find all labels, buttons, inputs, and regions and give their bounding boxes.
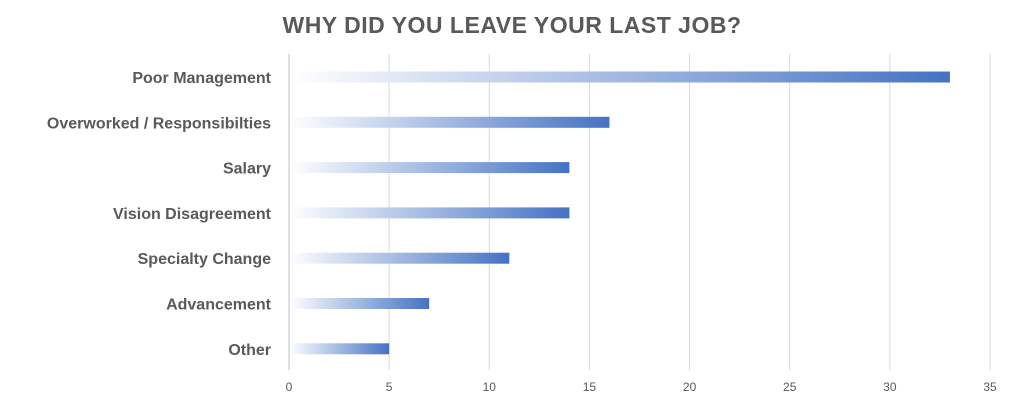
chart-title: WHY DID YOU LEAVE YOUR LAST JOB? (282, 12, 742, 38)
x-tick-label-15: 15 (583, 380, 597, 394)
bar-5 (289, 298, 430, 309)
x-tick-label-35: 35 (983, 380, 997, 394)
category-label-5: Advancement (166, 297, 272, 314)
category-label-2: Salary (223, 161, 271, 178)
bar-1 (289, 116, 610, 128)
x-tick-label-5: 5 (386, 380, 393, 394)
category-label-1: Overworked / Responsibilties (47, 115, 271, 132)
category-labels: Poor Management Overworked / Responsibilt… (47, 70, 272, 359)
bar-3 (289, 207, 570, 219)
x-tick-label-20: 20 (683, 380, 697, 394)
x-tick-label-30: 30 (883, 380, 897, 394)
bars (289, 71, 950, 355)
x-tick-label-25: 25 (783, 380, 797, 394)
category-label-0: Poor Management (132, 70, 271, 87)
x-tick-label-0: 0 (286, 380, 293, 394)
category-label-4: Specialty Change (138, 251, 271, 268)
bar-4 (289, 252, 510, 264)
category-label-6: Other (228, 342, 271, 359)
x-tick-labels: 0 5 10 15 20 25 30 35 (286, 380, 997, 394)
x-tick-label-10: 10 (483, 380, 497, 394)
bar-0 (289, 71, 950, 83)
bar-6 (289, 343, 390, 355)
bar-2 (289, 162, 570, 174)
category-label-3: Vision Disagreement (113, 206, 272, 223)
